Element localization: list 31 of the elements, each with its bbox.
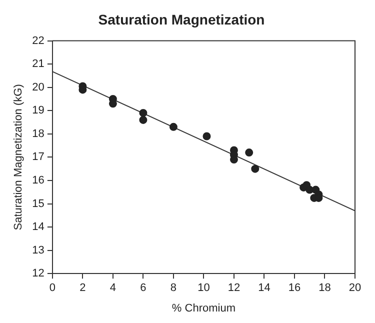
y-tick-label: 13 [32,244,44,256]
chart-title: Saturation Magnetization [98,11,265,28]
y-tick-label: 15 [32,198,44,210]
point [251,164,260,173]
y-tick-label: 14 [32,221,44,234]
y-tick-label: 18 [32,128,44,140]
x-tick-label: 20 [348,282,362,294]
x-tick-label: 12 [228,282,240,294]
point [202,132,211,140]
x-tick-label: 10 [198,282,210,294]
point [245,148,254,157]
point [139,116,148,124]
y-tick-label: 12 [32,268,44,280]
x-tick-label: 16 [288,282,301,294]
x-tick-label: 4 [110,282,116,294]
x-tick-label: 18 [318,282,331,294]
x-tick-label: 2 [80,282,86,294]
y-tick-label: 22 [32,34,44,47]
y-axis-title: Saturation Magnetization (kG) [12,84,25,230]
y-tick-label: 21 [32,58,44,70]
y-tick-label: 19 [32,104,44,117]
y-tick-label: 17 [32,151,44,164]
x-axis-title: % Chromium [172,302,236,314]
x-tick-label: 14 [258,282,270,294]
y-tick-label: 16 [32,174,44,187]
x-tick-label: 6 [140,282,146,294]
x-tick-label: 0 [49,282,56,294]
x-tick-label: 8 [170,282,177,294]
point [139,108,148,117]
y-tick-label: 20 [32,81,44,94]
point [169,122,178,131]
